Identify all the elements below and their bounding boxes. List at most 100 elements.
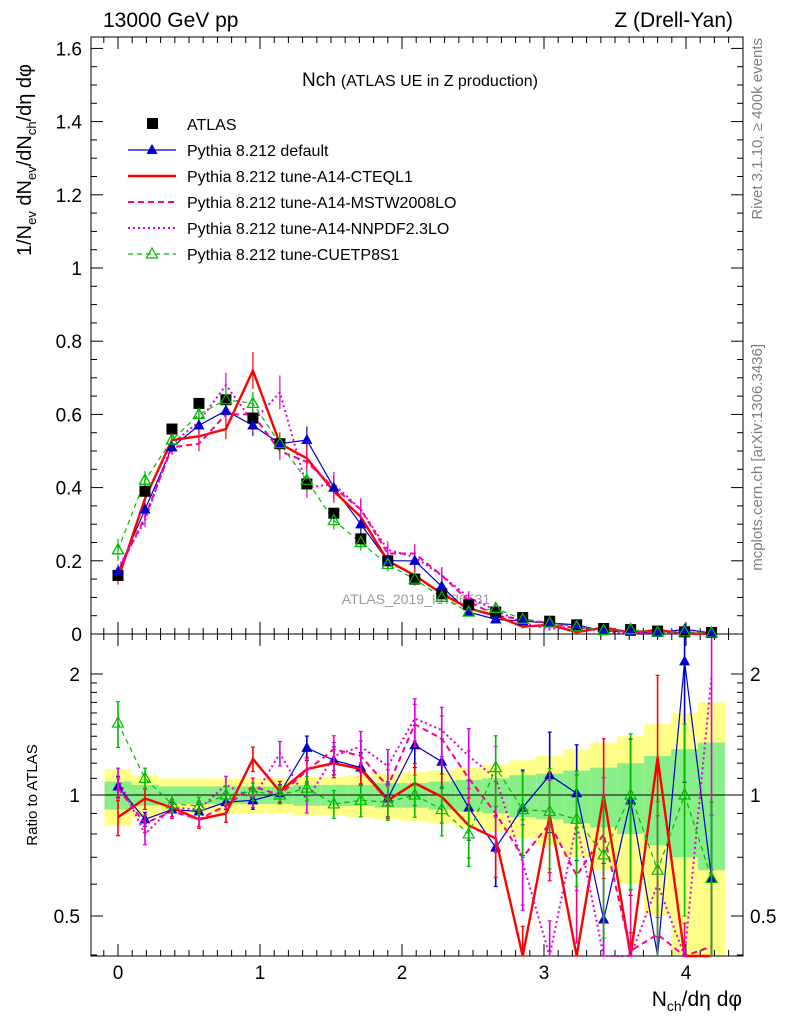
x-axis-label: Nch/dη dφ — [652, 988, 742, 1014]
x-tick-label: 1 — [255, 963, 266, 984]
series-marker — [462, 826, 476, 839]
legend-atlas-marker — [147, 118, 158, 129]
series-marker — [138, 473, 152, 485]
axis-tick-labels: 0 1 2 3 4 0 0.2 0.4 0.6 0.8 1 1.2 1.4 1.6 0.5 0.5 1 1 2 2 — [54, 39, 777, 984]
series-marker — [354, 535, 368, 548]
series-marker — [111, 542, 125, 555]
series-marker — [408, 787, 422, 800]
x-label-tail: /dη dφ — [682, 988, 742, 1011]
legend-series-label: Pythia 8.212 default — [187, 143, 329, 160]
ratio-y-tick-label-right: 2 — [750, 665, 761, 686]
series-marker — [381, 557, 395, 570]
series-line-ratio — [117, 722, 713, 879]
series-marker — [678, 624, 692, 637]
series-marker — [597, 623, 611, 635]
series-marker — [220, 404, 232, 415]
y-label-sub: ev — [24, 166, 39, 180]
series-marker — [274, 437, 286, 448]
series-marker — [489, 601, 503, 613]
series-marker — [651, 862, 665, 875]
legend-series-label: Pythia 8.212 tune-A14-MSTW2008LO — [187, 195, 456, 212]
x-label-base: N — [652, 988, 667, 1011]
mcplots-reference-label: mcplots.cern.ch [arXiv:1306.3436] — [749, 344, 766, 571]
chart-title-sub: (ATLAS UE in Z production) — [341, 73, 538, 90]
series-marker — [517, 615, 529, 626]
series-marker — [624, 622, 638, 635]
series-marker — [543, 804, 557, 817]
y-label-sub: ch — [24, 121, 39, 135]
series-marker — [463, 606, 475, 617]
series-marker — [570, 812, 584, 824]
series-marker — [219, 392, 233, 405]
data-points — [111, 392, 719, 639]
series-marker — [166, 441, 178, 452]
ratio-y-tick-label: 2 — [69, 665, 80, 686]
series-marker — [516, 802, 530, 815]
series-marker — [597, 847, 611, 860]
series-marker — [146, 144, 158, 154]
series-marker — [328, 481, 340, 492]
series-marker — [192, 407, 206, 419]
y-label-part: /dη dφ — [14, 64, 36, 121]
ratio-y-tick-label: 1 — [69, 786, 80, 807]
legend: ATLAS Pythia 8.212 default Pythia 8.212 tu… — [128, 117, 456, 264]
chart-title-main: Nch — [302, 70, 336, 91]
ratio-y-tick-label-right: 1 — [750, 786, 761, 807]
rivet-version-label: Rivet 3.1.10, ≥ 400k events — [749, 38, 766, 220]
atlas-data-point — [193, 397, 205, 409]
series-marker — [381, 794, 395, 807]
atlas-data-point — [436, 588, 448, 600]
chart-title: Nch (ATLAS UE in Z production) — [302, 70, 538, 91]
ratio-y-axis-label: Ratio to ATLAS — [24, 744, 41, 845]
series-marker — [165, 796, 179, 809]
series-marker — [139, 503, 151, 514]
series-marker — [112, 565, 124, 576]
series-marker — [193, 419, 205, 430]
y-axis-label: 1/Nev dNev/dNch/dη dφ — [14, 64, 39, 256]
series-marker — [327, 796, 341, 809]
series-marker — [300, 780, 314, 793]
header-right: Z (Drell-Yan) — [614, 9, 733, 32]
y-label-part: 1/N — [14, 225, 36, 256]
atlas-data-point — [220, 394, 232, 406]
series-marker — [436, 580, 448, 591]
x-tick-label: 0 — [113, 963, 124, 984]
series-marker — [219, 787, 233, 800]
y-tick-label: 1.6 — [56, 39, 82, 60]
series-marker — [652, 626, 664, 637]
series-marker — [246, 784, 260, 797]
series-marker — [678, 787, 692, 800]
series-marker — [408, 571, 422, 584]
header-left: 13000 GeV pp — [103, 9, 238, 32]
series-marker — [706, 627, 718, 638]
ratio-y-tick-label-right: 0.5 — [750, 907, 776, 928]
series-marker — [355, 518, 367, 529]
series-marker — [705, 871, 719, 884]
legend-series-label: Pythia 8.212 tune-CUETP8S1 — [187, 247, 400, 264]
y-tick-label: 0.6 — [56, 405, 82, 426]
y-tick-label: 0 — [71, 625, 82, 646]
series-marker — [570, 619, 584, 632]
series-marker — [145, 246, 159, 259]
series-marker — [273, 787, 287, 800]
atlas-data-point — [247, 412, 259, 424]
ratio-y-tick-label: 0.5 — [54, 907, 80, 928]
series-marker — [273, 436, 287, 449]
y-tick-label: 1 — [71, 259, 82, 280]
legend-series-label: Pythia 8.212 tune-A14-NNPDF2.3LO — [187, 221, 449, 238]
atlas-data-point — [463, 599, 475, 611]
atlas-data-point — [166, 423, 178, 435]
y-tick-label: 1.4 — [56, 113, 83, 134]
series-marker — [138, 771, 152, 783]
series-marker — [300, 473, 314, 485]
y-tick-label: 0.2 — [56, 552, 82, 573]
series-marker — [246, 396, 260, 409]
atlas-data-point — [328, 507, 340, 519]
legend-atlas-label: ATLAS — [187, 117, 237, 134]
x-label-sub: ch — [667, 998, 682, 1014]
series-marker — [247, 419, 259, 430]
series-marker — [705, 625, 719, 638]
series-marker — [490, 613, 502, 624]
series-marker — [624, 787, 638, 800]
